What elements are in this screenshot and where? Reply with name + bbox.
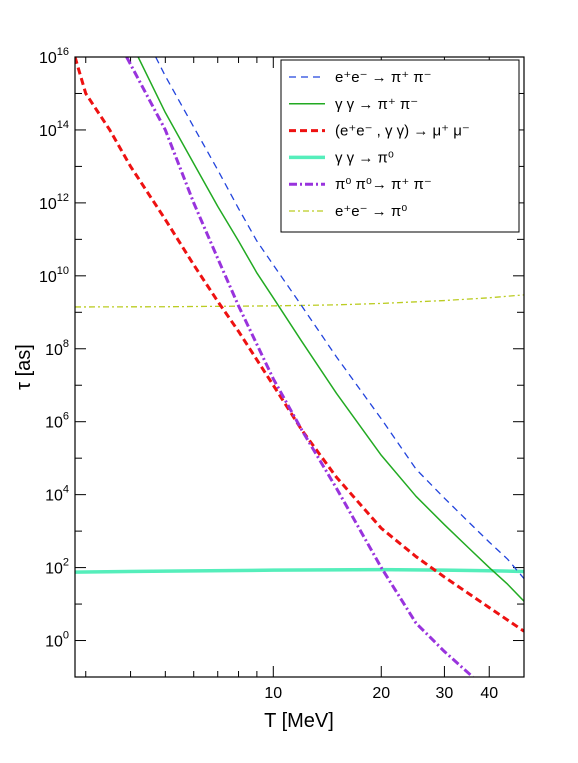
y-tick-exp: 12 bbox=[57, 192, 69, 204]
y-axis-label: τ [as] bbox=[13, 344, 35, 390]
y-tick-label: 108 bbox=[45, 338, 69, 359]
series-line-2 bbox=[75, 57, 524, 633]
y-tick-label: 1012 bbox=[39, 192, 69, 213]
y-tick-exp: 14 bbox=[57, 119, 69, 131]
series-line-1 bbox=[137, 57, 524, 602]
y-tick-base: 10 bbox=[45, 415, 63, 432]
y-tick-exp: 0 bbox=[63, 630, 69, 642]
legend: e⁺e⁻ → π⁺ π⁻ γ γ → π⁺ π⁻ (e⁺e⁻ , γ γ) → μ⁺… bbox=[280, 59, 520, 233]
legend-label: γ γ → π⁰ bbox=[335, 149, 394, 166]
legend-box bbox=[280, 59, 520, 233]
legend-label: π⁰ π⁰→ π⁺ π⁻ bbox=[335, 176, 432, 193]
series-line-5 bbox=[75, 294, 524, 308]
y-tick-label: 1010 bbox=[39, 265, 69, 286]
y-tick-base: 10 bbox=[45, 342, 63, 359]
y-tick-exp: 16 bbox=[57, 46, 69, 58]
x-tick-label: 40 bbox=[480, 685, 498, 702]
y-tick-label: 104 bbox=[45, 484, 69, 505]
series-line-3 bbox=[75, 567, 524, 574]
y-tick-base: 10 bbox=[39, 269, 57, 286]
x-tick-label: 20 bbox=[372, 685, 390, 702]
x-axis-label: T [MeV] bbox=[264, 710, 334, 732]
x-tick-label: 30 bbox=[436, 685, 454, 702]
legend-label: e⁺e⁻ → π⁰ bbox=[335, 203, 407, 220]
y-tick-label: 1014 bbox=[39, 119, 69, 140]
y-tick-exp: 2 bbox=[63, 557, 69, 569]
y-tick-base: 10 bbox=[39, 50, 57, 67]
series-layer bbox=[75, 57, 524, 677]
y-tick-label: 100 bbox=[45, 630, 69, 651]
y-tick-base: 10 bbox=[45, 488, 63, 505]
y-tick-exp: 4 bbox=[63, 484, 69, 496]
y-tick-base: 10 bbox=[45, 634, 63, 651]
legend-label: e⁺e⁻ → π⁺ π⁻ bbox=[335, 69, 432, 86]
y-tick-label: 1016 bbox=[39, 46, 69, 67]
y-tick-exp: 8 bbox=[63, 338, 69, 350]
y-tick-base: 10 bbox=[45, 561, 63, 578]
x-tick-labels: 10 20 30 40 bbox=[264, 685, 498, 702]
series-line-0 bbox=[155, 57, 524, 579]
legend-label: (e⁺e⁻ , γ γ) → μ⁺ μ⁻ bbox=[335, 123, 470, 140]
plot-frame bbox=[74, 56, 525, 678]
y-tick-exp: 6 bbox=[63, 411, 69, 423]
series-line-4 bbox=[125, 57, 474, 677]
y-tick-exp: 10 bbox=[57, 265, 69, 277]
y-tick-label: 106 bbox=[45, 411, 69, 432]
x-tick-label: 10 bbox=[264, 685, 282, 702]
legend-label: γ γ → π⁺ π⁻ bbox=[335, 96, 418, 113]
y-tick-base: 10 bbox=[39, 123, 57, 140]
y-tick-base: 10 bbox=[39, 196, 57, 213]
y-tick-label: 102 bbox=[45, 557, 69, 578]
